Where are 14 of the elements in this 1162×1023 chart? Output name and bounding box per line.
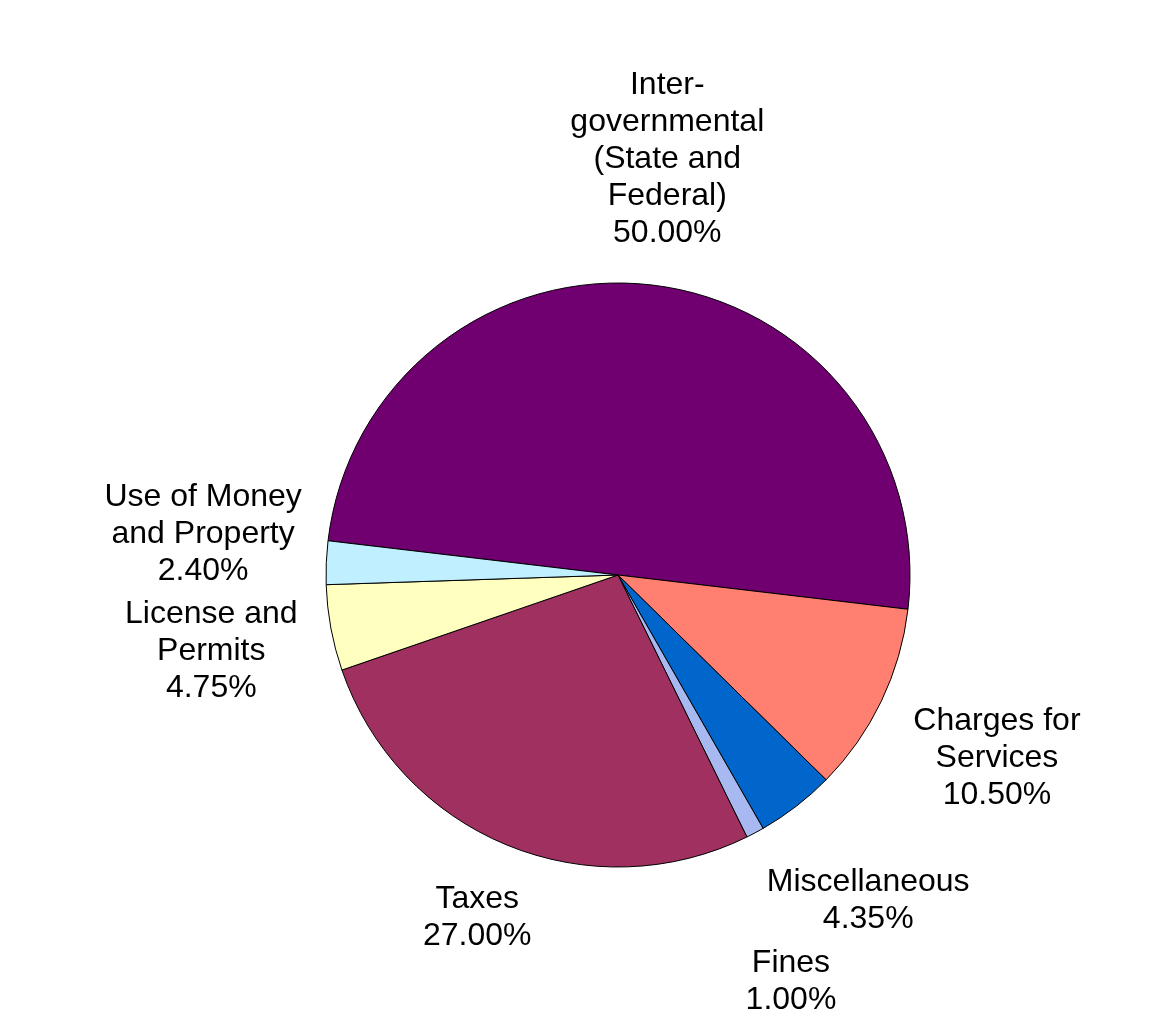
slice-label: Taxes [435, 879, 519, 916]
data-label: 4.35% [822, 899, 914, 936]
slice-label: Use of Money and Property [104, 477, 302, 551]
data-label: 50.00% [613, 212, 722, 249]
slice-label: Miscellaneous [766, 862, 970, 899]
data-label: 27.00% [422, 916, 532, 953]
slice-label: Fines [751, 942, 831, 979]
data-label: 1.00% [745, 979, 837, 1016]
data-label: 2.40% [157, 551, 249, 588]
data-label: 10.50% [942, 774, 1052, 811]
slice-label: License and Permits [124, 594, 298, 668]
data-label: 4.75% [165, 668, 257, 705]
slice-label: Inter- governmental (State and Federal) [570, 64, 765, 212]
slice-label: Charges for Services [913, 700, 1081, 774]
